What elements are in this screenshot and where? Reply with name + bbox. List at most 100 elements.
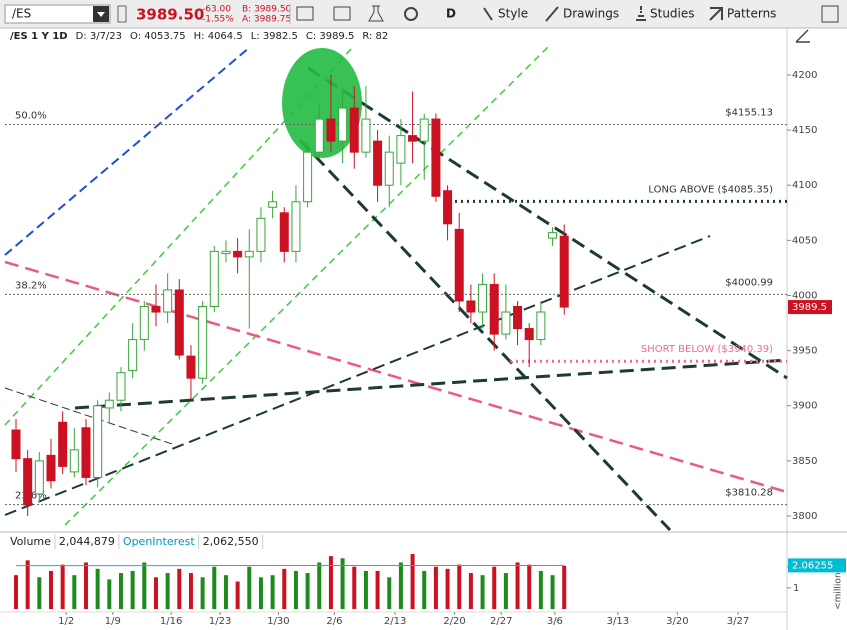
volume-bar	[83, 562, 88, 609]
dropdown-arrow	[97, 12, 105, 17]
candle-body	[408, 135, 418, 142]
volume-bar	[25, 560, 30, 609]
drawings-icon	[545, 6, 559, 22]
volume-header-oi-label: OpenInterest	[123, 535, 195, 548]
header-field: D: 3/7/23	[76, 31, 122, 42]
snapshot-icon[interactable]	[333, 6, 351, 21]
trendline-up	[4, 235, 711, 516]
candle-body	[93, 405, 103, 478]
level-left-label: 38.2%	[15, 280, 47, 291]
header-field: O: 4053.75	[130, 31, 186, 42]
settings-icon[interactable]	[404, 7, 418, 21]
volume-bar	[270, 575, 275, 609]
candle-body	[34, 460, 44, 495]
volume-bar	[527, 564, 532, 609]
x-tick-label: 2/6	[326, 616, 342, 627]
style-button[interactable]: Style	[498, 7, 528, 21]
volume-bar	[212, 566, 217, 609]
candle-body	[69, 449, 79, 473]
menu-icon[interactable]	[821, 5, 839, 23]
trendline-flat	[74, 358, 788, 410]
studies-lab-icon[interactable]	[368, 5, 384, 22]
last-price-label: 3989.5	[792, 302, 827, 313]
candle-body	[373, 140, 383, 186]
volume-bar	[422, 570, 427, 609]
y-tick-label: 4000	[792, 290, 817, 301]
aggregation[interactable]: D	[446, 7, 456, 21]
volume-tick-label: 1	[793, 583, 799, 594]
candle-body	[46, 454, 56, 482]
candle-body	[256, 217, 266, 252]
trendline-pink	[4, 260, 788, 494]
x-tick-label: 3/20	[666, 616, 688, 627]
candle-body	[209, 250, 219, 308]
trendline-down-1	[307, 66, 788, 380]
patterns-icon	[709, 7, 723, 21]
volume-bar	[48, 570, 53, 609]
share-icon[interactable]	[296, 6, 314, 21]
volume-bar	[340, 558, 345, 609]
volume-bar	[352, 566, 357, 609]
x-tick-label: 3/6	[547, 616, 563, 627]
link-icon[interactable]	[117, 5, 127, 23]
level-right-label: $4155.13	[725, 107, 773, 118]
header-field: L: 3982.5	[251, 31, 298, 42]
symbol[interactable]: /ES	[12, 7, 31, 21]
candle-body	[23, 458, 33, 506]
style-icon	[483, 7, 493, 21]
y-tick-label: 3900	[792, 401, 817, 412]
volume-bar	[538, 570, 543, 609]
volume-bar	[188, 573, 193, 609]
studies-icon	[636, 6, 646, 21]
candle-body	[501, 311, 511, 335]
level-left-label: 50.0%	[15, 110, 47, 121]
change-pct: -1.55%	[202, 15, 234, 25]
level-right-label: SHORT BELOW ($3940.39)	[641, 344, 773, 355]
candle-body	[139, 306, 149, 341]
x-tick-label: 3/13	[607, 616, 629, 627]
volume-bar	[107, 579, 112, 609]
y-tick-label: 3850	[792, 456, 817, 467]
volume-bar	[317, 562, 322, 609]
candle-body	[279, 212, 289, 252]
volume-bar	[72, 575, 77, 609]
candle-body	[151, 306, 161, 313]
x-tick-label: 1/23	[209, 616, 231, 627]
candle-body	[11, 429, 21, 460]
expand-icon[interactable]	[795, 29, 810, 43]
volume-bar	[363, 570, 368, 609]
trendline-thin	[4, 387, 176, 446]
candle-body	[396, 135, 406, 164]
trendline-down-2	[298, 138, 672, 532]
volume-bar	[328, 556, 333, 609]
volume-bar	[60, 564, 65, 609]
candle-body	[384, 151, 394, 186]
level-right-label: $4000.99	[725, 277, 773, 288]
volume-bar	[165, 573, 170, 609]
symbol-box[interactable]	[4, 4, 111, 24]
drawings-button[interactable]: Drawings	[563, 7, 619, 21]
candle-body	[548, 232, 558, 239]
candle-body	[221, 250, 231, 255]
bid: B: 3989.50	[242, 5, 292, 15]
ask: A: 3989.75	[242, 15, 291, 25]
candle-body	[466, 300, 476, 313]
volume-bar	[95, 568, 100, 609]
candle-body	[81, 427, 91, 478]
header-field: C: 3989.5	[306, 31, 355, 42]
volume-unit: <millions>	[834, 560, 844, 610]
studies-button[interactable]: Studies	[650, 7, 695, 21]
x-tick-label: 1/2	[58, 616, 74, 627]
last-price-tag	[788, 300, 832, 315]
volume-bar	[258, 577, 263, 609]
volume-header-label: Volume	[10, 535, 51, 548]
candle-body	[478, 283, 488, 313]
header-field: /ES 1 Y 1D	[10, 31, 68, 42]
level-right-label: $3810.28	[725, 488, 773, 499]
patterns-button[interactable]: Patterns	[727, 7, 776, 21]
candle-body	[116, 372, 126, 401]
candle-body	[163, 289, 173, 313]
volume-bar	[503, 573, 508, 609]
candle-body	[349, 107, 359, 153]
